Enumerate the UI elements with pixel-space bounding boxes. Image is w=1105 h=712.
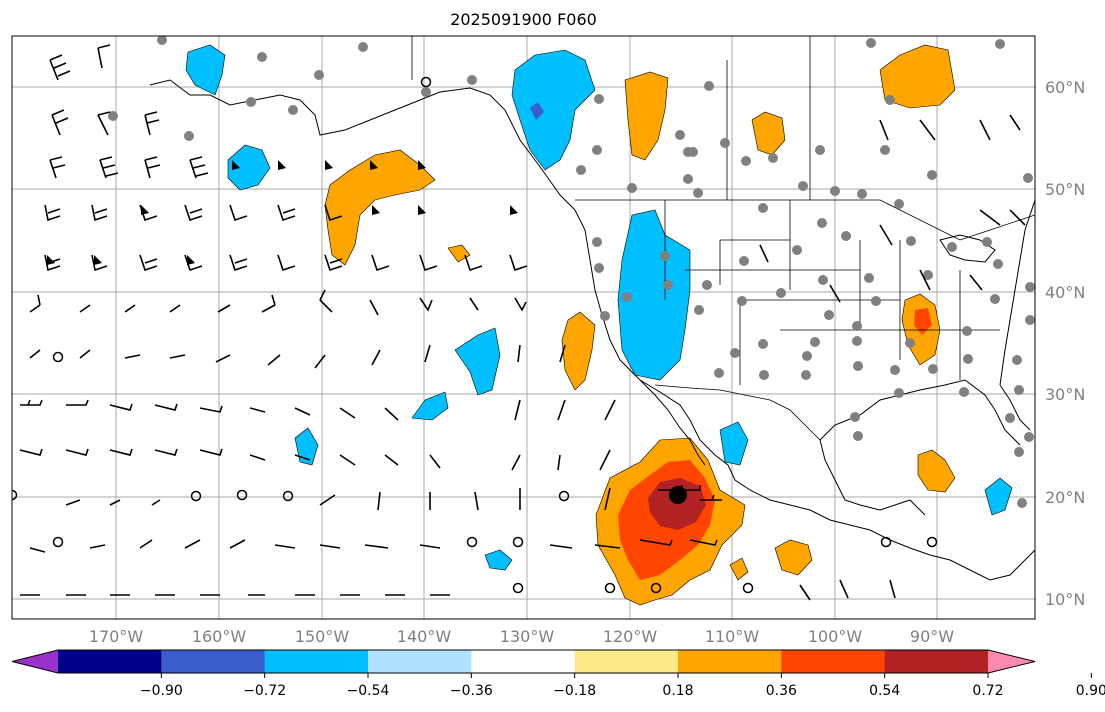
alaska-coast	[149, 79, 576, 211]
positive-region-canada-3	[751, 111, 786, 156]
colorbar-tick-label: 0.90	[1076, 683, 1105, 699]
lat-label: 10°N	[1045, 590, 1085, 609]
colorbar-extend-low	[12, 650, 58, 673]
shaded-fields	[185, 44, 1013, 606]
lat-label: 20°N	[1045, 488, 1085, 507]
positive-region-ocean-b	[774, 539, 813, 576]
colorbar-tick-label: −0.72	[243, 683, 286, 699]
longitude-labels: 170°W 160°W 150°W 140°W 130°W 120°W 110°…	[89, 627, 954, 646]
positive-region-ocean-c	[729, 557, 749, 581]
colorbar: −0.90 −0.72 −0.54 −0.36 −0.18 0.18 0.36 0.54 0.7…	[11, 649, 1105, 699]
map-frame	[11, 35, 1036, 620]
positive-region-gulf-alaska	[324, 149, 436, 266]
us-mexico-border	[654, 384, 821, 441]
lon-label: 90°W	[910, 627, 954, 646]
negative-region-gulf	[719, 421, 749, 466]
colorbar-segment	[368, 650, 472, 673]
lon-label: 110°W	[705, 627, 760, 646]
great-lakes	[939, 234, 996, 263]
colorbar-extend-high	[988, 650, 1035, 673]
negative-region-ocean-3	[294, 427, 319, 466]
colorbar-segment	[161, 650, 266, 673]
station-markers	[108, 36, 1035, 508]
east-coast	[999, 199, 1035, 386]
colorbar-segment	[884, 650, 989, 673]
lon-label: 100°W	[808, 627, 863, 646]
calm-wind-markers	[12, 76, 938, 594]
wind-flags	[47, 160, 518, 265]
lon-label: 130°W	[500, 627, 555, 646]
positive-region-ocean-a	[447, 244, 471, 263]
colorbar-tick-label: 0.18	[662, 683, 693, 699]
negative-region-alaska	[185, 44, 226, 96]
florida	[999, 384, 1031, 431]
colorbar-tick-label: 0.72	[972, 683, 1003, 699]
positive-region-canada-1	[624, 71, 669, 161]
positive-region-texas	[917, 449, 956, 493]
lon-label: 140°W	[397, 627, 452, 646]
lat-label: 50°N	[1045, 180, 1085, 199]
colorbar-tick-label: 0.36	[766, 683, 797, 699]
lat-label: 40°N	[1045, 283, 1085, 302]
negative-region-ocean-1	[454, 327, 501, 396]
colorbar-segment	[574, 650, 679, 673]
storm-center-marker	[669, 486, 687, 504]
colorbar-tick-label: 0.54	[869, 683, 900, 699]
lon-label: 120°W	[603, 627, 658, 646]
negative-region-south	[484, 549, 513, 571]
colorbar-segment	[678, 650, 782, 673]
colorbar-segment	[264, 650, 369, 673]
positive-region-midwest-core	[914, 308, 932, 335]
mexico-gulf-coast	[819, 439, 926, 516]
wind-barbs	[19, 44, 1026, 601]
colorbar-segment	[58, 650, 162, 673]
map-area	[12, 36, 1035, 619]
colorbar-segment	[471, 650, 576, 673]
lat-label: 30°N	[1045, 385, 1085, 404]
colorbar-tick-label: −0.36	[450, 683, 493, 699]
central-america	[929, 549, 1035, 581]
lat-label: 60°N	[1045, 78, 1085, 97]
us-canada-border	[575, 199, 1035, 241]
lon-label: 170°W	[89, 627, 144, 646]
map-title: 2025091900 F060	[450, 10, 597, 29]
baja	[639, 379, 706, 466]
negative-region-ocean-2	[411, 391, 449, 421]
colorbar-tick-label: −0.54	[347, 683, 390, 699]
coastlines	[149, 79, 1035, 581]
lon-label: 160°W	[192, 627, 247, 646]
negative-region-caribbean	[984, 477, 1013, 516]
colorbar-tick-label: −0.18	[553, 683, 596, 699]
colorbar-outline	[11, 649, 1036, 674]
colorbar-segment	[781, 650, 886, 673]
negative-region-bc-core	[530, 102, 544, 120]
lon-label: 150°W	[295, 627, 350, 646]
positive-region-mexico-core	[648, 478, 706, 530]
negative-region-bering	[227, 144, 271, 191]
negative-region-bc	[511, 49, 596, 171]
latitude-labels: 60°N 50°N 40°N 30°N 20°N 10°N	[1045, 78, 1085, 609]
colorbar-tick-label: −0.90	[140, 683, 183, 699]
